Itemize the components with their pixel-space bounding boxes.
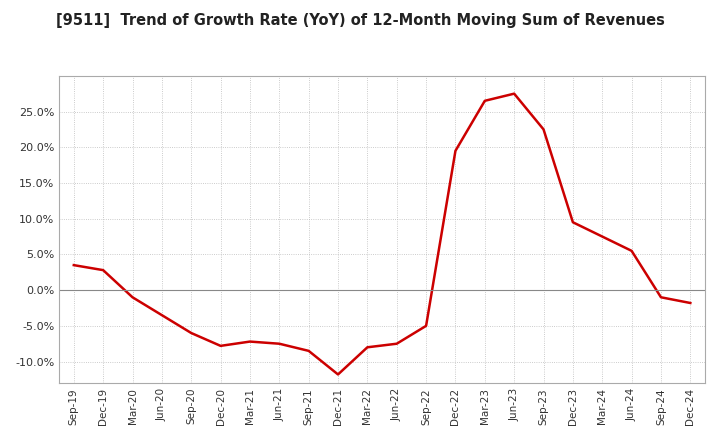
Text: [9511]  Trend of Growth Rate (YoY) of 12-Month Moving Sum of Revenues: [9511] Trend of Growth Rate (YoY) of 12-… (55, 13, 665, 28)
